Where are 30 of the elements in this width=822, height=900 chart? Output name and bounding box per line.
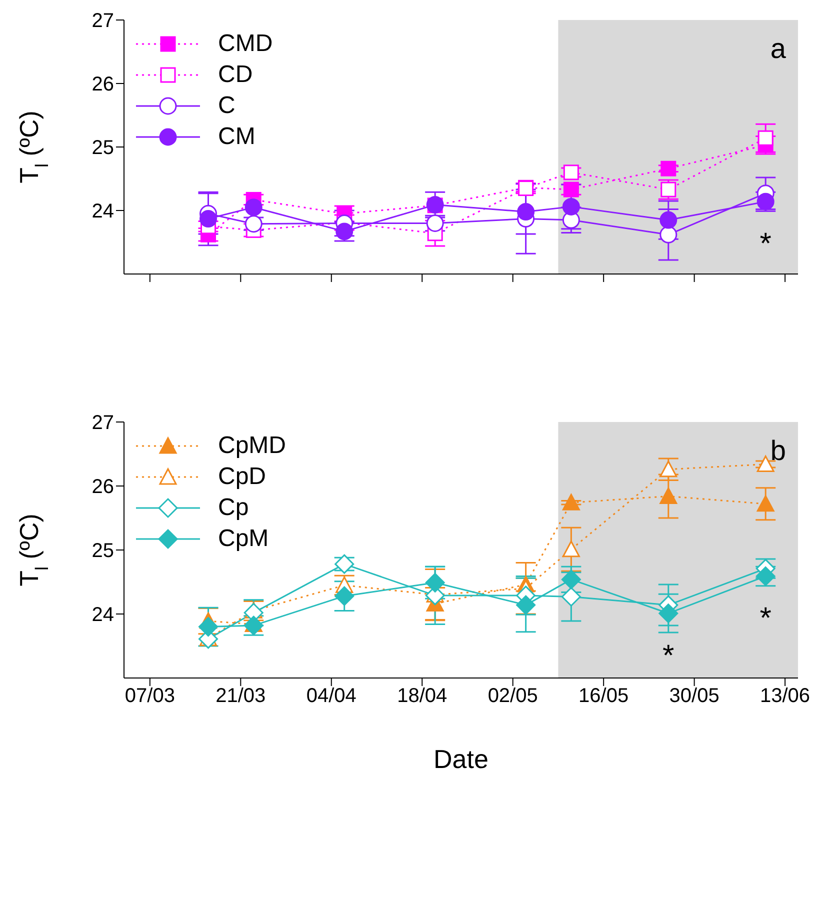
x-tick-label: 07/03 [124,685,175,708]
y-tick-label: 24 [92,604,114,626]
y-tick-label: 24 [92,200,114,223]
y-tick-label: 27 [92,412,114,434]
annotation: a [770,33,786,64]
x-tick-label: 02/05 [488,685,538,708]
legend-label: CM [218,122,256,152]
y-tick-label: 26 [92,74,114,96]
x-tick-label: 18/04 [397,685,448,708]
legend-label: CMD [218,29,273,59]
legend-label: CpMD [218,431,286,461]
legend-label: CD [218,60,253,90]
legend-label: CpD [218,462,266,492]
legend-label: CpM [218,524,269,554]
legend-label: Cp [218,493,249,523]
y-tick-label: 25 [92,540,114,562]
y-tick-label: 25 [92,137,114,160]
x-axis-title: Date [434,744,488,774]
x-tick-label: 21/03 [216,685,266,708]
annotation: * [760,228,772,261]
x-tick-label: 30/05 [669,685,720,708]
y-tick-label: 26 [92,476,114,498]
annotation: b [770,435,786,466]
y-tick-label: 27 [92,10,114,32]
x-tick-label: 13/06 [760,685,810,708]
x-tick-label: 04/04 [306,685,356,708]
annotation: * [662,639,675,672]
x-tick-label: 16/05 [578,685,629,708]
annotation: * [760,602,772,636]
legend-label: C [218,91,236,121]
